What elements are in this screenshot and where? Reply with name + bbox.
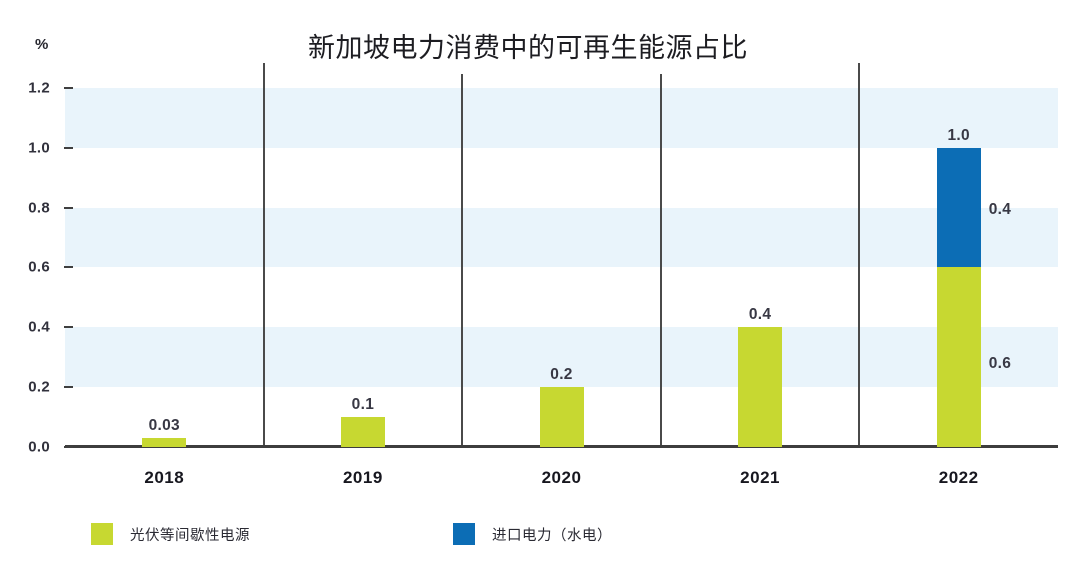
y-tick-dash (64, 86, 73, 89)
y-tick-label: 1.2 (28, 79, 50, 97)
group-separator-line (262, 63, 265, 447)
y-tick-label: 0.8 (28, 199, 50, 217)
y-tick-label: 1.0 (28, 139, 50, 157)
y-axis-unit-label: % (35, 36, 49, 53)
x-axis-label: 2019 (342, 468, 383, 487)
y-tick-label: 0.2 (28, 378, 50, 396)
y-tick-dash (64, 446, 73, 448)
y-tick-dash (64, 206, 73, 209)
bar-segment-solar (738, 327, 783, 447)
y-tick-label: 0.0 (28, 438, 50, 456)
bar-value-label: 0.2 (550, 366, 573, 384)
background-stripe (65, 207, 1058, 268)
bar-segment-solar (936, 267, 981, 447)
legend-swatch-hydro (453, 523, 475, 545)
legend: 光伏等间歇性电源 进口电力（水电） (91, 523, 612, 545)
chart-title: 新加坡电力消费中的可再生能源占比 (308, 33, 748, 63)
bar-value-label: 0.03 (148, 417, 180, 435)
segment-value-label: 0.4 (988, 200, 1012, 218)
group-separator-line (461, 74, 464, 447)
y-tick-label: 0.4 (28, 318, 50, 336)
bar-segment-solar (340, 417, 385, 447)
legend-item-solar: 光伏等间歇性电源 (91, 523, 250, 545)
x-axis-label: 2021 (740, 468, 781, 487)
group-separator-line (659, 74, 662, 447)
bar-segment-hydro (936, 147, 981, 268)
legend-label-solar: 光伏等间歇性电源 (130, 527, 250, 544)
x-axis-label: 2022 (938, 468, 979, 487)
legend-swatch-solar (91, 523, 113, 545)
bar-segment-solar (539, 387, 584, 447)
legend-item-hydro: 进口电力（水电） (453, 523, 612, 545)
group-separator-line (858, 63, 861, 447)
background-stripe (65, 87, 1058, 148)
bar-value-label: 0.4 (748, 306, 772, 324)
y-tick-dash (64, 386, 73, 389)
background-stripe (65, 327, 1058, 388)
x-axis-label: 2020 (541, 468, 582, 487)
y-tick-dash (64, 326, 73, 329)
y-tick-dash (64, 266, 73, 269)
y-tick-dash (64, 146, 73, 149)
bar-segment-solar (142, 438, 187, 447)
bar-value-label: 1.0 (947, 126, 970, 144)
bar-value-label: 0.1 (351, 396, 375, 414)
legend-label-hydro: 进口电力（水电） (492, 527, 612, 544)
y-tick-label: 0.6 (28, 258, 50, 276)
segment-value-label: 0.6 (988, 355, 1012, 373)
x-axis-label: 2018 (144, 468, 185, 487)
